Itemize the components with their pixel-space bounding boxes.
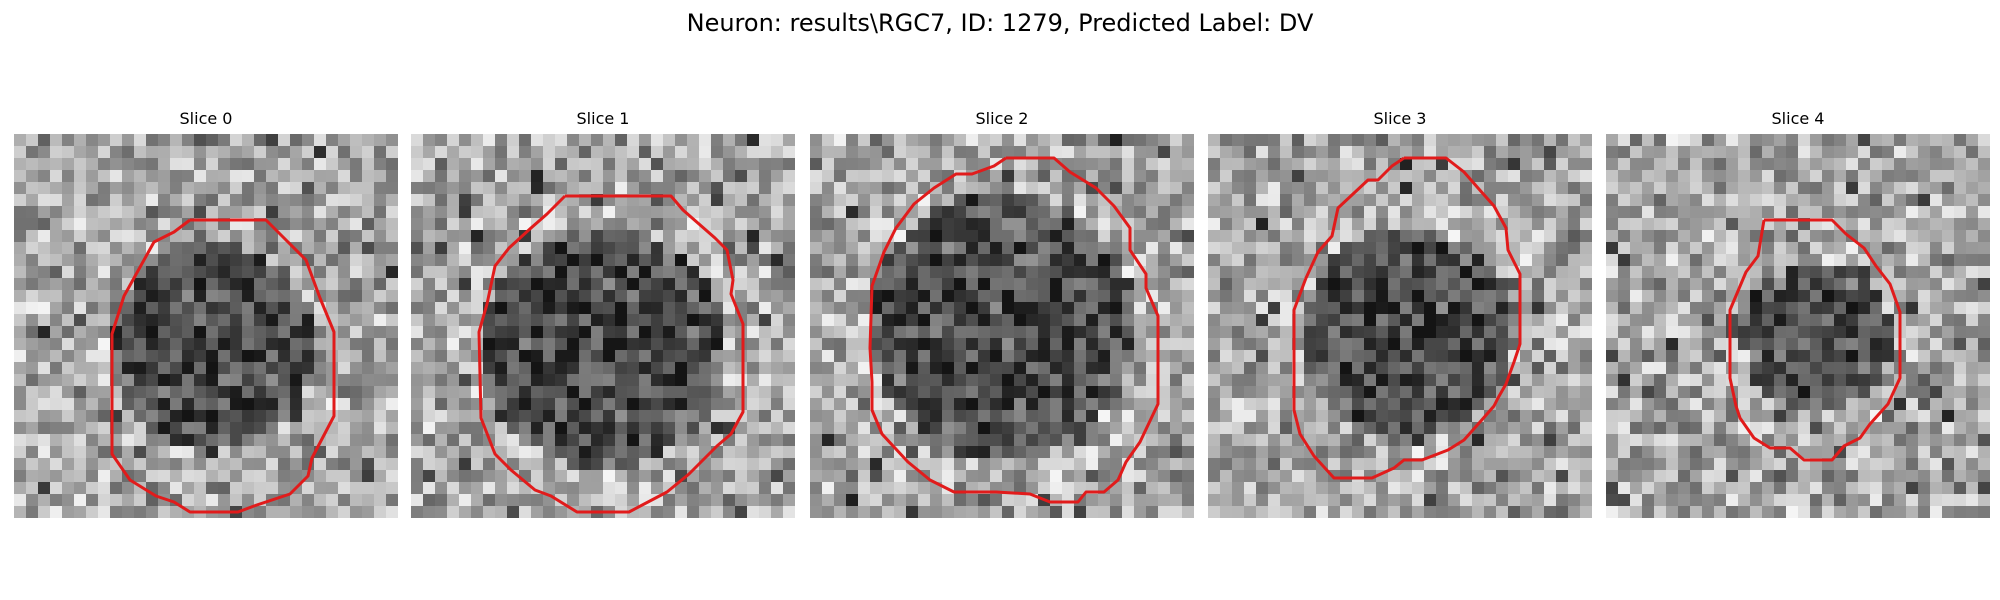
microscopy-pixels	[1208, 134, 1592, 518]
microscopy-pixels	[1606, 134, 1990, 518]
roi-contour	[110, 218, 336, 514]
slice-title: Slice 1	[576, 109, 630, 128]
roi-contour	[477, 194, 745, 514]
roi-contour	[1728, 218, 1902, 462]
slice-image	[14, 134, 398, 518]
slice-image	[1606, 134, 1990, 518]
slice-panel-4: Slice 4	[1606, 108, 1990, 520]
slice-title: Slice 2	[975, 109, 1029, 128]
slice-panel-3: Slice 3	[1208, 108, 1592, 520]
figure-title: Neuron: results\RGC7, ID: 1279, Predicte…	[686, 9, 1314, 37]
slice-title: Slice 0	[179, 109, 233, 128]
roi-contour	[1292, 156, 1522, 480]
slice-panel-0: Slice 0	[14, 108, 398, 520]
microscopy-pixels	[14, 134, 398, 518]
slice-image	[411, 134, 795, 518]
slice-title: Slice 4	[1771, 109, 1825, 128]
roi-contour	[868, 156, 1160, 504]
microscopy-pixels	[411, 134, 795, 518]
slice-panel-1: Slice 1	[411, 108, 795, 520]
slice-image	[810, 134, 1194, 518]
slice-image	[1208, 134, 1592, 518]
slice-title: Slice 3	[1373, 109, 1427, 128]
slice-panel-2: Slice 2	[810, 108, 1194, 520]
microscopy-pixels	[810, 134, 1194, 518]
